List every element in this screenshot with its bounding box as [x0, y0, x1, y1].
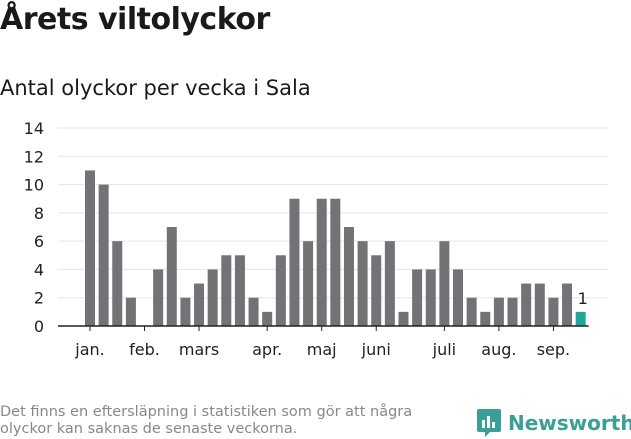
bar[interactable] — [85, 170, 95, 326]
y-tick-label: 6 — [34, 232, 44, 251]
bar[interactable] — [262, 311, 273, 326]
x-tick-label: jan. — [74, 340, 104, 359]
bar[interactable] — [234, 255, 245, 326]
y-tick-label: 10 — [24, 176, 44, 195]
bar[interactable] — [330, 198, 341, 326]
bar[interactable] — [303, 241, 314, 326]
newsworthy-icon — [477, 409, 501, 437]
bar[interactable] — [453, 269, 464, 326]
x-tick-label: apr. — [252, 340, 282, 359]
y-tick-label: 8 — [34, 204, 44, 223]
bar[interactable] — [316, 198, 327, 326]
y-tick-label: 0 — [34, 317, 44, 336]
bar-chart: 0 2 4 6 8 10 12 14 jan. feb. mars apr. maj juni juli a… — [24, 119, 608, 359]
bar[interactable] — [207, 269, 218, 326]
bar[interactable] — [357, 241, 368, 326]
bar[interactable] — [425, 269, 436, 326]
brand-name: Newsworthy — [508, 411, 631, 435]
bar[interactable] — [412, 269, 423, 326]
chart-subtitle: Antal olyckor per vecka i Sala — [0, 76, 311, 100]
y-tick-label: 14 — [24, 119, 44, 138]
bar[interactable] — [125, 297, 136, 326]
bar[interactable] — [112, 241, 123, 326]
bar[interactable] — [343, 227, 354, 326]
bar[interactable] — [166, 227, 177, 326]
newsworthy-logo[interactable]: Newsworthy — [476, 408, 631, 438]
x-tick-label: sep. — [537, 340, 570, 359]
bar[interactable] — [289, 198, 300, 326]
y-tick-label: 4 — [34, 260, 44, 279]
bar-current-week[interactable] — [575, 311, 586, 326]
bar[interactable] — [507, 297, 518, 326]
bar[interactable] — [493, 297, 504, 326]
bar[interactable] — [153, 269, 164, 326]
bar[interactable] — [466, 297, 477, 326]
x-tick-label: maj — [307, 340, 337, 359]
bar[interactable] — [371, 255, 382, 326]
bar[interactable] — [180, 297, 191, 326]
x-tick-label: aug. — [481, 340, 516, 359]
bar[interactable] — [275, 255, 286, 326]
bar[interactable] — [439, 241, 450, 326]
y-tick-label: 2 — [34, 289, 44, 308]
bar[interactable] — [221, 255, 232, 326]
x-tick-label: mars — [179, 340, 219, 359]
bar[interactable] — [248, 297, 259, 326]
y-tick-label: 12 — [24, 147, 44, 166]
bar[interactable] — [562, 283, 573, 326]
bar[interactable] — [384, 241, 395, 326]
x-tick-label: feb. — [129, 340, 160, 359]
chart-title: Årets viltolyckor — [0, 2, 270, 37]
footnote: Det finns en eftersläpning i statistiken… — [0, 404, 413, 437]
bar[interactable] — [534, 283, 545, 326]
bar[interactable] — [480, 311, 491, 326]
bar[interactable] — [548, 297, 559, 326]
x-tick-label: juli — [432, 340, 456, 359]
bar[interactable] — [98, 184, 109, 326]
bar[interactable] — [194, 283, 205, 326]
bar[interactable] — [398, 311, 409, 326]
x-tick-label: juni — [361, 340, 391, 359]
highlight-value-label: 1 — [578, 289, 588, 308]
bar[interactable] — [521, 283, 532, 326]
